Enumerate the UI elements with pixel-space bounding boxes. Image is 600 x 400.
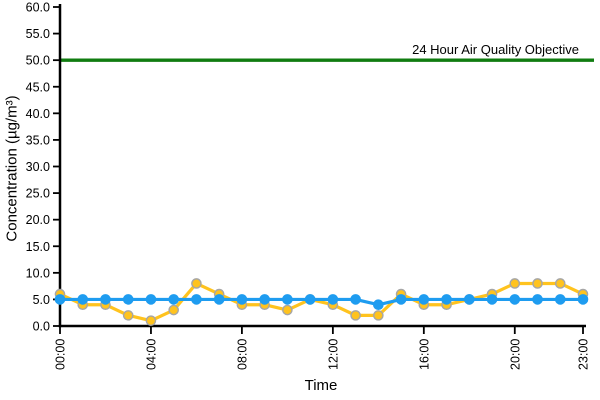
baseline-blue-marker	[418, 294, 430, 305]
hourly-concentration-yellow-marker	[191, 278, 202, 289]
x-axis-tick-label: 16:00	[417, 339, 431, 370]
baseline-blue-marker	[395, 294, 407, 305]
x-axis-tick-label: 04:00	[144, 339, 158, 370]
y-axis-title: Concentration (µg/m³)	[3, 95, 21, 242]
y-axis-tick-label: 40.0	[26, 107, 50, 121]
hourly-concentration-yellow-marker	[168, 304, 179, 316]
hourly-concentration-yellow-marker	[532, 278, 543, 289]
baseline-blue-marker	[532, 294, 543, 305]
x-axis-tick-label: 08:00	[235, 339, 249, 370]
hourly-concentration-yellow-marker	[122, 310, 134, 321]
x-axis-tick-label: 12:00	[326, 339, 340, 370]
x-axis-title: Time	[304, 377, 338, 394]
baseline-blue-marker	[282, 294, 293, 305]
x-axis-tick-label: 23:00	[577, 339, 591, 370]
baseline-blue-marker	[213, 294, 225, 305]
baseline-blue-marker	[145, 294, 157, 305]
y-axis-tick-label: 25.0	[26, 187, 50, 201]
baseline-blue-marker	[486, 294, 498, 305]
baseline-blue-marker	[441, 294, 452, 305]
hourly-concentration-yellow-marker	[373, 310, 384, 321]
baseline-blue-marker	[122, 294, 134, 305]
y-axis-tick-label: 35.0	[26, 133, 50, 147]
hourly-concentration-yellow-marker	[350, 310, 361, 321]
y-axis-tick-label: 15.0	[26, 240, 50, 254]
baseline-blue-marker	[236, 294, 248, 305]
baseline-blue-marker	[577, 294, 589, 305]
baseline-blue-marker	[259, 294, 270, 305]
y-axis-tick-label: 45.0	[26, 80, 50, 94]
y-axis-tick-label: 55.0	[26, 27, 50, 41]
baseline-blue-marker	[464, 294, 475, 305]
y-axis-tick-label: 50.0	[26, 54, 50, 68]
y-axis-tick-label: 0.0	[33, 320, 50, 334]
baseline-blue-marker	[327, 294, 339, 305]
hourly-concentration-yellow-marker	[509, 278, 521, 289]
y-axis-tick-label: 60.0	[26, 1, 50, 15]
hourly-concentration-yellow-marker	[554, 278, 566, 289]
y-axis-tick-label: 5.0	[33, 293, 50, 307]
baseline-blue-marker	[350, 294, 361, 305]
hourly-concentration-yellow-line	[58, 281, 585, 323]
baseline-blue-marker	[554, 294, 566, 305]
objective-line-label: 24 Hour Air Quality Objective	[412, 42, 579, 57]
y-axis-tick-label: 30.0	[26, 160, 50, 174]
baseline-blue-marker	[100, 294, 111, 305]
baseline-blue-marker	[168, 294, 179, 305]
hourly-concentration-yellow-marker	[282, 304, 293, 316]
baseline-blue-marker	[77, 294, 89, 305]
hourly-concentration-yellow-marker	[145, 315, 157, 326]
baseline-blue-marker	[509, 294, 521, 305]
baseline-blue-marker	[191, 294, 202, 305]
x-axis-tick-label: 00:00	[54, 339, 68, 370]
baseline-blue-marker	[304, 294, 316, 305]
baseline-blue-marker	[373, 299, 384, 311]
y-axis-tick-label: 20.0	[26, 213, 50, 227]
x-axis-tick-label: 20:00	[508, 339, 522, 370]
baseline-blue-marker	[54, 294, 66, 305]
y-axis-tick-label: 10.0	[26, 266, 50, 280]
